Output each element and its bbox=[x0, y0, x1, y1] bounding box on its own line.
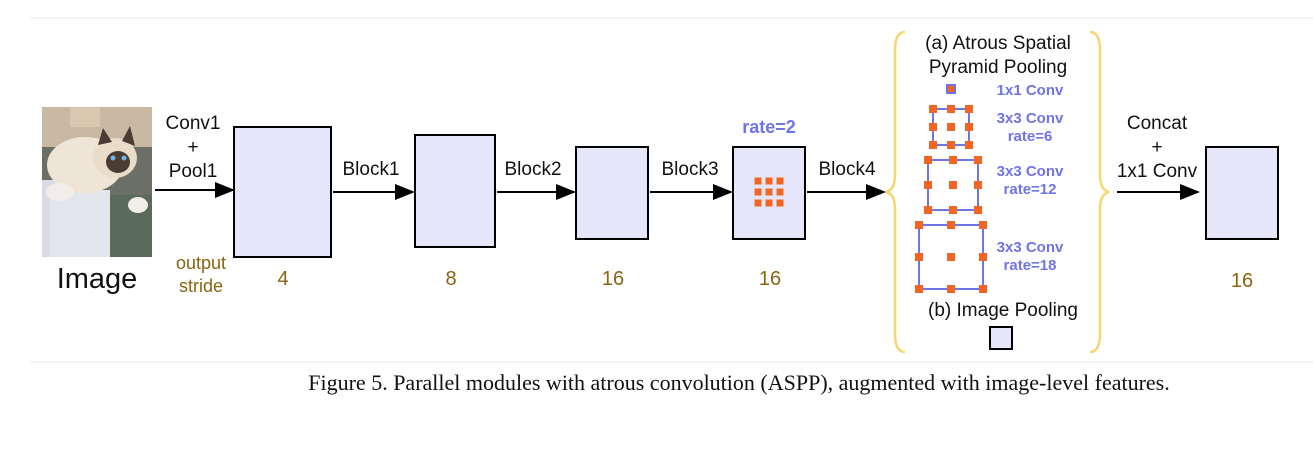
kernel-dot bbox=[754, 199, 762, 207]
image-label: Image bbox=[57, 263, 138, 295]
block1-label: Block1 bbox=[342, 159, 399, 180]
output-stride-label-2: stride bbox=[179, 276, 223, 296]
branch-1x1-label: 1x1 Conv bbox=[997, 82, 1064, 99]
kernel-dot bbox=[776, 188, 784, 196]
kernel-dot bbox=[754, 188, 762, 196]
branch-rate18-line1: 3x3 Conv bbox=[997, 239, 1064, 256]
kernel-rate18-dot bbox=[979, 285, 987, 293]
kernel-dot bbox=[765, 199, 773, 207]
branch-rate6-line1: 3x3 Conv bbox=[997, 110, 1064, 127]
kernel-rate18-dot bbox=[979, 253, 987, 261]
kernel-rate6-dot bbox=[947, 141, 955, 149]
kernel-dot bbox=[776, 199, 784, 207]
kernel-rate18-dot bbox=[947, 253, 955, 261]
feature-map-block2 bbox=[575, 146, 649, 240]
kernel-rate12-dot bbox=[949, 206, 957, 214]
kernel-rate6-dot bbox=[929, 105, 937, 113]
kernel-rate12-dot bbox=[974, 181, 982, 189]
kernel-rate6-dot bbox=[929, 123, 937, 131]
kernel-rate12-dot bbox=[924, 181, 932, 189]
block3-label: Block3 bbox=[661, 159, 718, 180]
output-stride-label-1: output bbox=[176, 253, 226, 273]
figure-caption: Figure 5. Parallel modules with atrous c… bbox=[308, 370, 1170, 395]
kernel-rate12-dot bbox=[974, 206, 982, 214]
kernel-dot bbox=[754, 177, 762, 185]
kernel-rate6-dot bbox=[965, 123, 973, 131]
branch-rate12-line2: rate=12 bbox=[1004, 181, 1057, 198]
kernel-dot bbox=[765, 177, 773, 185]
rate2-kernel bbox=[754, 177, 784, 207]
stride-value-8: 8 bbox=[445, 268, 456, 290]
branch-rate6-line2: rate=6 bbox=[1008, 128, 1053, 145]
kernel-rate12-dot bbox=[949, 181, 957, 189]
aspp-title-line1: (a) Atrous Spatial bbox=[925, 33, 1071, 54]
conv1-plus: + bbox=[187, 137, 198, 158]
kernel-rate18-dot bbox=[915, 221, 923, 229]
input-image bbox=[42, 107, 152, 257]
feature-map-block1 bbox=[414, 134, 496, 248]
kernel-rate6-dot bbox=[965, 141, 973, 149]
kernel-rate6-dot bbox=[947, 123, 955, 131]
aspp-kernels bbox=[915, 84, 987, 293]
kernel-rate18-dot bbox=[947, 285, 955, 293]
stride-value-4: 4 bbox=[277, 268, 288, 290]
branch-rate18-line2: rate=18 bbox=[1004, 257, 1057, 274]
kernel-rate18-dot bbox=[979, 221, 987, 229]
left-brace bbox=[885, 30, 906, 354]
stride-value-16-c: 16 bbox=[1231, 270, 1253, 292]
feature-map-output bbox=[1205, 146, 1279, 240]
kernel-rate6-dot bbox=[965, 105, 973, 113]
image-pooling-box bbox=[989, 326, 1013, 350]
kernel-rate18-dot bbox=[915, 253, 923, 261]
kernel-rate12-dot bbox=[924, 206, 932, 214]
rate-label: rate=2 bbox=[742, 117, 796, 137]
kernel-rate6-dot bbox=[929, 141, 937, 149]
block2-label: Block2 bbox=[504, 159, 561, 180]
kernel-rate18-dot bbox=[947, 221, 955, 229]
kernel-dot bbox=[765, 188, 773, 196]
kernel-rate18-dot bbox=[915, 285, 923, 293]
final-conv-label: 1x1 Conv bbox=[1117, 161, 1198, 182]
concat-label: Concat bbox=[1127, 113, 1188, 134]
kernel-rate12-dot bbox=[924, 156, 932, 164]
right-brace bbox=[1089, 30, 1110, 354]
kernel-rate6-dot bbox=[947, 105, 955, 113]
conv1-label: Conv1 bbox=[166, 113, 221, 134]
pool1-label: Pool1 bbox=[169, 161, 218, 182]
kernel-dot bbox=[776, 177, 784, 185]
kernel-rate12-dot bbox=[949, 156, 957, 164]
branch-rate12-line1: 3x3 Conv bbox=[997, 163, 1064, 180]
block4-label: Block4 bbox=[818, 159, 875, 180]
stride-value-16-b: 16 bbox=[759, 268, 781, 290]
image-pooling-label: (b) Image Pooling bbox=[928, 300, 1078, 321]
kernel-1x1-dot bbox=[948, 86, 954, 92]
kernel-rate12-dot bbox=[974, 156, 982, 164]
concat-plus: + bbox=[1151, 137, 1162, 158]
aspp-title-line2: Pyramid Pooling bbox=[929, 57, 1067, 78]
stride-value-16-a: 16 bbox=[602, 268, 624, 290]
feature-map-pool1 bbox=[233, 126, 332, 258]
